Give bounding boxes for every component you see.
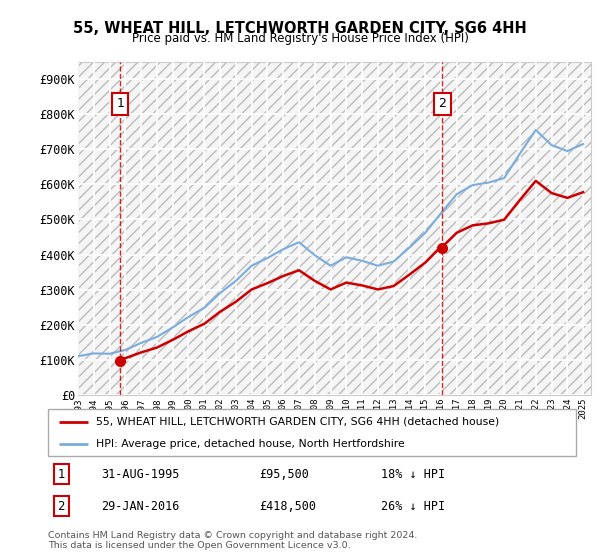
Text: Price paid vs. HM Land Registry's House Price Index (HPI): Price paid vs. HM Land Registry's House … xyxy=(131,32,469,45)
Text: 29-JAN-2016: 29-JAN-2016 xyxy=(101,500,179,513)
Text: 26% ↓ HPI: 26% ↓ HPI xyxy=(380,500,445,513)
Text: 2: 2 xyxy=(58,500,65,513)
FancyBboxPatch shape xyxy=(48,409,576,456)
Text: 1: 1 xyxy=(58,468,65,480)
Text: 55, WHEAT HILL, LETCHWORTH GARDEN CITY, SG6 4HH: 55, WHEAT HILL, LETCHWORTH GARDEN CITY, … xyxy=(73,21,527,36)
Text: 31-AUG-1995: 31-AUG-1995 xyxy=(101,468,179,480)
Text: £95,500: £95,500 xyxy=(259,468,309,480)
Text: Contains HM Land Registry data © Crown copyright and database right 2024.
This d: Contains HM Land Registry data © Crown c… xyxy=(48,531,418,550)
Text: £418,500: £418,500 xyxy=(259,500,316,513)
Text: 18% ↓ HPI: 18% ↓ HPI xyxy=(380,468,445,480)
Text: 1: 1 xyxy=(116,97,124,110)
Text: HPI: Average price, detached house, North Hertfordshire: HPI: Average price, detached house, Nort… xyxy=(95,438,404,449)
Text: 55, WHEAT HILL, LETCHWORTH GARDEN CITY, SG6 4HH (detached house): 55, WHEAT HILL, LETCHWORTH GARDEN CITY, … xyxy=(95,417,499,427)
Text: 2: 2 xyxy=(439,97,446,110)
